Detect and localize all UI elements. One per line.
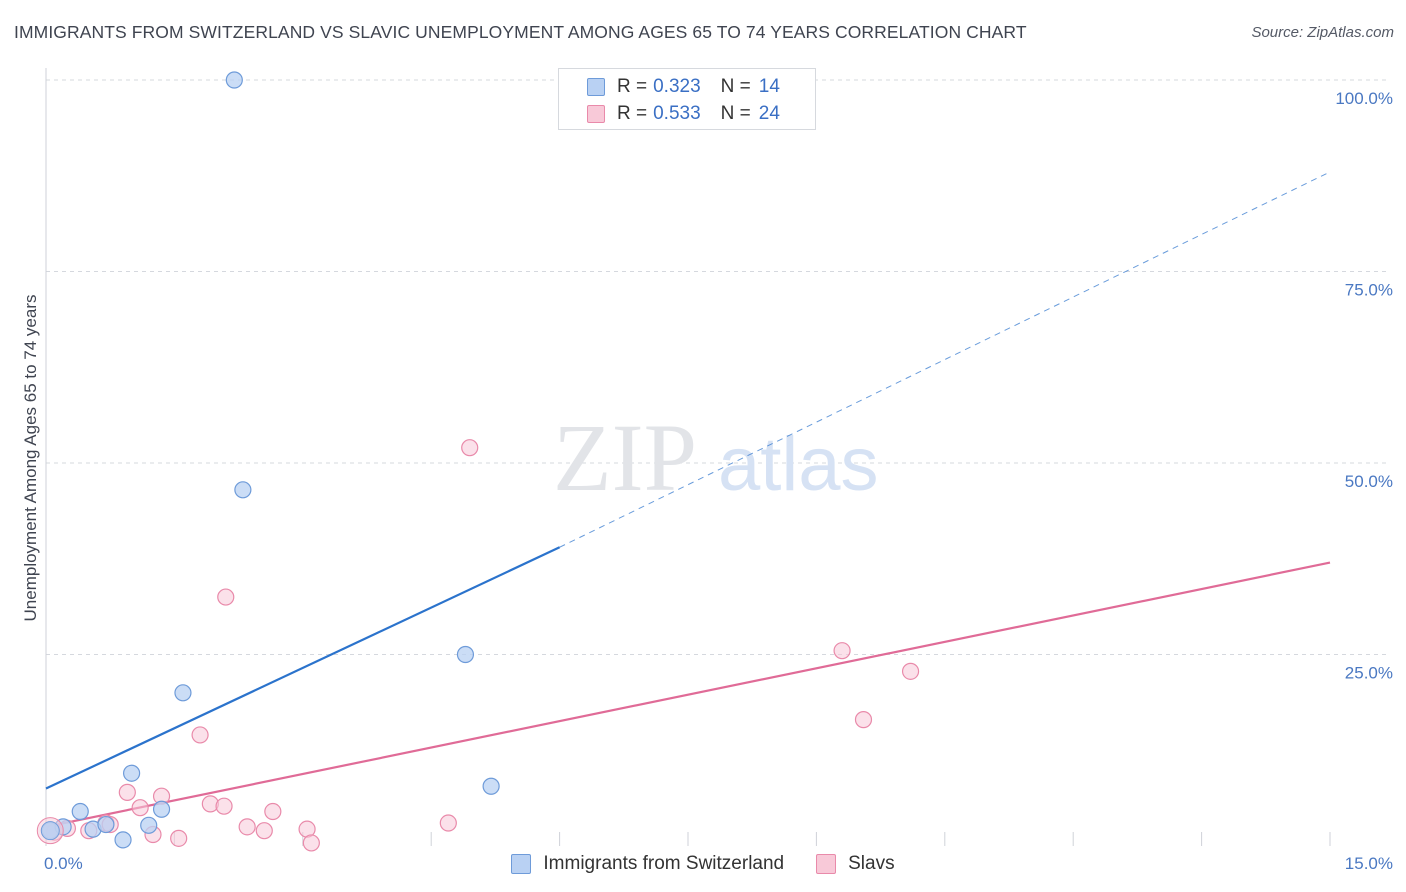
legend-n-label: N = (720, 76, 751, 97)
y-tick-label: 100.0% (1335, 89, 1393, 108)
legend-r-value: 0.323 (653, 76, 701, 97)
point-switzerland (140, 816, 158, 834)
point-slavs (833, 642, 851, 660)
x-axis-ticks (173, 832, 1331, 846)
point-slavs (255, 822, 273, 840)
y-tick-label: 75.0% (1345, 281, 1393, 300)
legend-item-slavs[interactable]: Slavs (816, 853, 895, 875)
point-slavs (217, 588, 235, 606)
point-switzerland (234, 481, 252, 499)
legend-label-slavs: Slavs (848, 853, 895, 874)
y-axis-title: Unemployment Among Ages 65 to 74 years (21, 295, 40, 622)
point-switzerland (97, 815, 115, 834)
data-points (36, 71, 920, 852)
point-slavs (191, 726, 209, 744)
legend-r-label: R = (617, 103, 648, 124)
trend-line-switzerland (45, 546, 561, 790)
point-switzerland (225, 71, 243, 89)
legend-swatch-pink (816, 854, 837, 874)
trend-line-switzerland-extension (559, 171, 1331, 548)
legend-n-value: 24 (758, 103, 780, 124)
y-tick-label: 50.0% (1345, 472, 1393, 491)
point-switzerland (114, 831, 132, 849)
point-slavs (131, 799, 149, 817)
trend-lines (45, 171, 1331, 828)
point-switzerland (71, 802, 89, 821)
legend-swatch-blue (511, 854, 532, 874)
watermark: ZIP atlas (553, 404, 879, 511)
legend-n-value: 14 (758, 76, 780, 97)
point-switzerland (152, 800, 171, 818)
point-slavs (264, 802, 282, 821)
legend-correlation: R = 0.323 N = 14 R = 0.533 N = 24 (558, 68, 816, 130)
legend-r-label: R = (617, 76, 648, 97)
legend-r-value: 0.533 (653, 103, 701, 124)
legend-label-switzerland: Immigrants from Switzerland (543, 853, 785, 874)
point-slavs (901, 662, 920, 680)
point-slavs (215, 797, 233, 815)
legend-row-switzerland: R = 0.323 N = 14 (587, 75, 780, 99)
point-slavs (302, 834, 320, 852)
point-switzerland (456, 645, 475, 664)
legend-swatch-pink (587, 105, 605, 123)
point-switzerland (123, 764, 141, 782)
point-switzerland (174, 684, 192, 702)
watermark-atlas: atlas (718, 422, 879, 507)
grid-lines (46, 79, 1390, 655)
y-axis-tick-labels: 25.0% 50.0% 75.0% 100.0% (1335, 89, 1393, 683)
point-slavs (238, 818, 256, 836)
legend-series: Immigrants from Switzerland Slavs (0, 850, 1406, 878)
trend-line-slavs (45, 561, 1331, 828)
point-switzerland (40, 821, 60, 841)
point-slavs (170, 829, 188, 847)
point-slavs (118, 783, 136, 801)
legend-row-slavs: R = 0.533 N = 24 (587, 102, 780, 126)
point-slavs (461, 439, 479, 457)
x-tick-label: 0.0% (44, 854, 83, 873)
source-label: Source: ZipAtlas.com (1251, 24, 1394, 41)
legend-swatch-blue (587, 78, 605, 96)
point-slavs (439, 814, 457, 832)
legend-n-label: N = (720, 103, 751, 124)
legend-item-switzerland[interactable]: Immigrants from Switzerland (511, 853, 784, 875)
chart-title: IMMIGRANTS FROM SWITZERLAND VS SLAVIC UN… (14, 22, 1027, 42)
point-switzerland (482, 777, 500, 795)
point-slavs (854, 711, 873, 729)
x-tick-label: 15.0% (1345, 854, 1393, 873)
watermark-zip: ZIP (553, 404, 697, 511)
x-axis-tick-labels: 0.0% 15.0% (44, 854, 1393, 873)
y-tick-label: 25.0% (1345, 664, 1393, 683)
